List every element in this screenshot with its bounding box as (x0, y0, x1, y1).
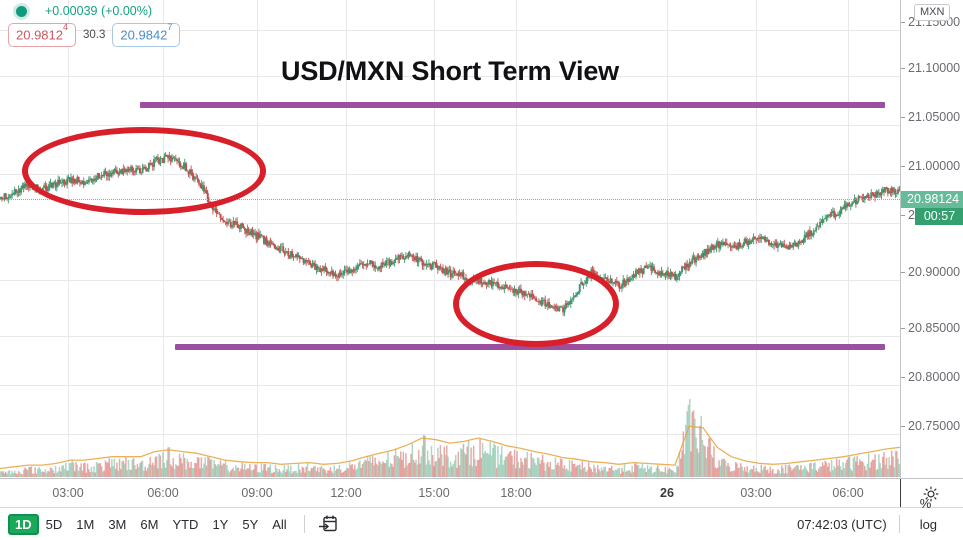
time-tick: 26 (660, 486, 674, 500)
toolbar-divider-2 (898, 515, 900, 533)
range-button-5y[interactable]: 5Y (242, 516, 259, 532)
time-tick: 09:00 (241, 486, 273, 500)
time-tick: 06:00 (832, 486, 864, 500)
range-button-6m[interactable]: 6M (140, 516, 159, 532)
axis-separator (900, 479, 901, 507)
bottom-toolbar: 1D 5D 1M 3M 6M YTD 1Y 5Y All 07:42:03 (UTC) % log… (0, 496, 963, 540)
time-range-buttons: 1D 5D 1M 3M 6M YTD 1Y 5Y All (0, 513, 294, 535)
price-tick: 20.85000 (901, 320, 960, 336)
legend-change-row: +0.00039 (+0.00%) (0, 0, 180, 22)
range-button-ytd[interactable]: YTD (172, 516, 199, 532)
price-chart-canvas[interactable]: USD/MXN Short Term View +0.00039 (+0.00%… (0, 0, 900, 478)
gridline-vertical (516, 0, 517, 478)
time-axis[interactable]: 03:00 06:00 09:00 12:00 15:00 18:00 26 03:00 06:… (0, 478, 963, 508)
time-tick: 12:00 (330, 486, 362, 500)
price-change-text: +0.00039 (+0.00%) (45, 4, 153, 18)
bid-price-badge[interactable]: 20.98124 (8, 22, 77, 47)
price-tick: 20.80000 (901, 369, 960, 385)
gridline-horizontal (0, 30, 900, 31)
range-button-1d[interactable]: 1D (8, 513, 39, 535)
bid-main: 20.9812 (16, 27, 63, 43)
gridline-horizontal (0, 280, 900, 281)
bar-countdown-badge: 00:57 (915, 208, 963, 225)
scale-option-buttons: % log auto (912, 493, 953, 540)
range-button-1y[interactable]: 1Y (212, 516, 229, 532)
ask-price-badge[interactable]: 20.98427 (112, 22, 181, 47)
gridline-vertical (434, 0, 435, 478)
gridline-horizontal (0, 223, 900, 224)
gridline-vertical (667, 0, 668, 478)
time-tick: 06:00 (147, 486, 179, 500)
current-price-badge: 20.98124 (901, 191, 963, 208)
scale-button-log[interactable]: log (919, 516, 938, 532)
chart-title: USD/MXN Short Term View (281, 56, 619, 86)
price-tick: 21.10000 (901, 60, 960, 76)
price-axis[interactable]: MXN 21.15000 21.10000 21.05000 21.00000 20.9… (900, 0, 963, 478)
goto-date-icon[interactable] (317, 513, 339, 535)
scale-button-auto[interactable]: auto (912, 535, 953, 540)
spread-value: 30.3 (83, 29, 106, 41)
toolbar-divider (303, 515, 305, 533)
time-tick: 15:00 (418, 486, 450, 500)
currency-badge: MXN (914, 4, 951, 21)
clock-text: 07:42:03 (UTC) (797, 516, 887, 532)
price-tick: 21.00000 (901, 158, 960, 174)
gridline-horizontal (0, 76, 900, 77)
ask-main: 20.9842 (120, 27, 168, 43)
price-tick: 20.75000 (901, 418, 960, 434)
toolbar-right-group: 07:42:03 (UTC) % log auto (797, 493, 963, 540)
price-tick: 21.05000 (901, 109, 960, 125)
time-tick: 03:00 (740, 486, 772, 500)
gridline-vertical (848, 0, 849, 478)
gridline-horizontal (0, 125, 900, 126)
gridline-vertical (346, 0, 347, 478)
support-line (175, 344, 885, 350)
highlight-ellipse-1 (22, 127, 266, 215)
gridline-horizontal (0, 336, 900, 337)
gridline-horizontal (0, 174, 900, 175)
gridline-horizontal (0, 385, 900, 386)
range-button-1m[interactable]: 1M (76, 516, 95, 532)
bid-last-digit: 4 (63, 22, 69, 33)
price-tick: 20.90000 (901, 264, 960, 280)
range-button-all[interactable]: All (272, 516, 287, 532)
highlight-ellipse-2 (453, 261, 619, 347)
legend-dot-icon (16, 5, 27, 17)
range-button-3m[interactable]: 3M (108, 516, 127, 532)
quote-row: 20.98124 30.3 20.98427 (0, 22, 181, 48)
time-tick: 03:00 (52, 486, 84, 500)
current-price-dotted-line (0, 199, 900, 200)
gridline-vertical (68, 0, 69, 478)
gridline-vertical (163, 0, 164, 478)
time-tick: 18:00 (500, 486, 532, 500)
scale-button-percent[interactable]: % (919, 495, 932, 511)
chart-legend: +0.00039 (+0.00%) 20.98124 30.3 20.98427 (0, 0, 181, 48)
ask-last-digit: 7 (167, 22, 173, 33)
gear-icon[interactable] (922, 485, 940, 503)
range-button-5d[interactable]: 5D (45, 516, 63, 532)
resistance-line (140, 102, 885, 108)
gridline-horizontal (0, 434, 900, 435)
